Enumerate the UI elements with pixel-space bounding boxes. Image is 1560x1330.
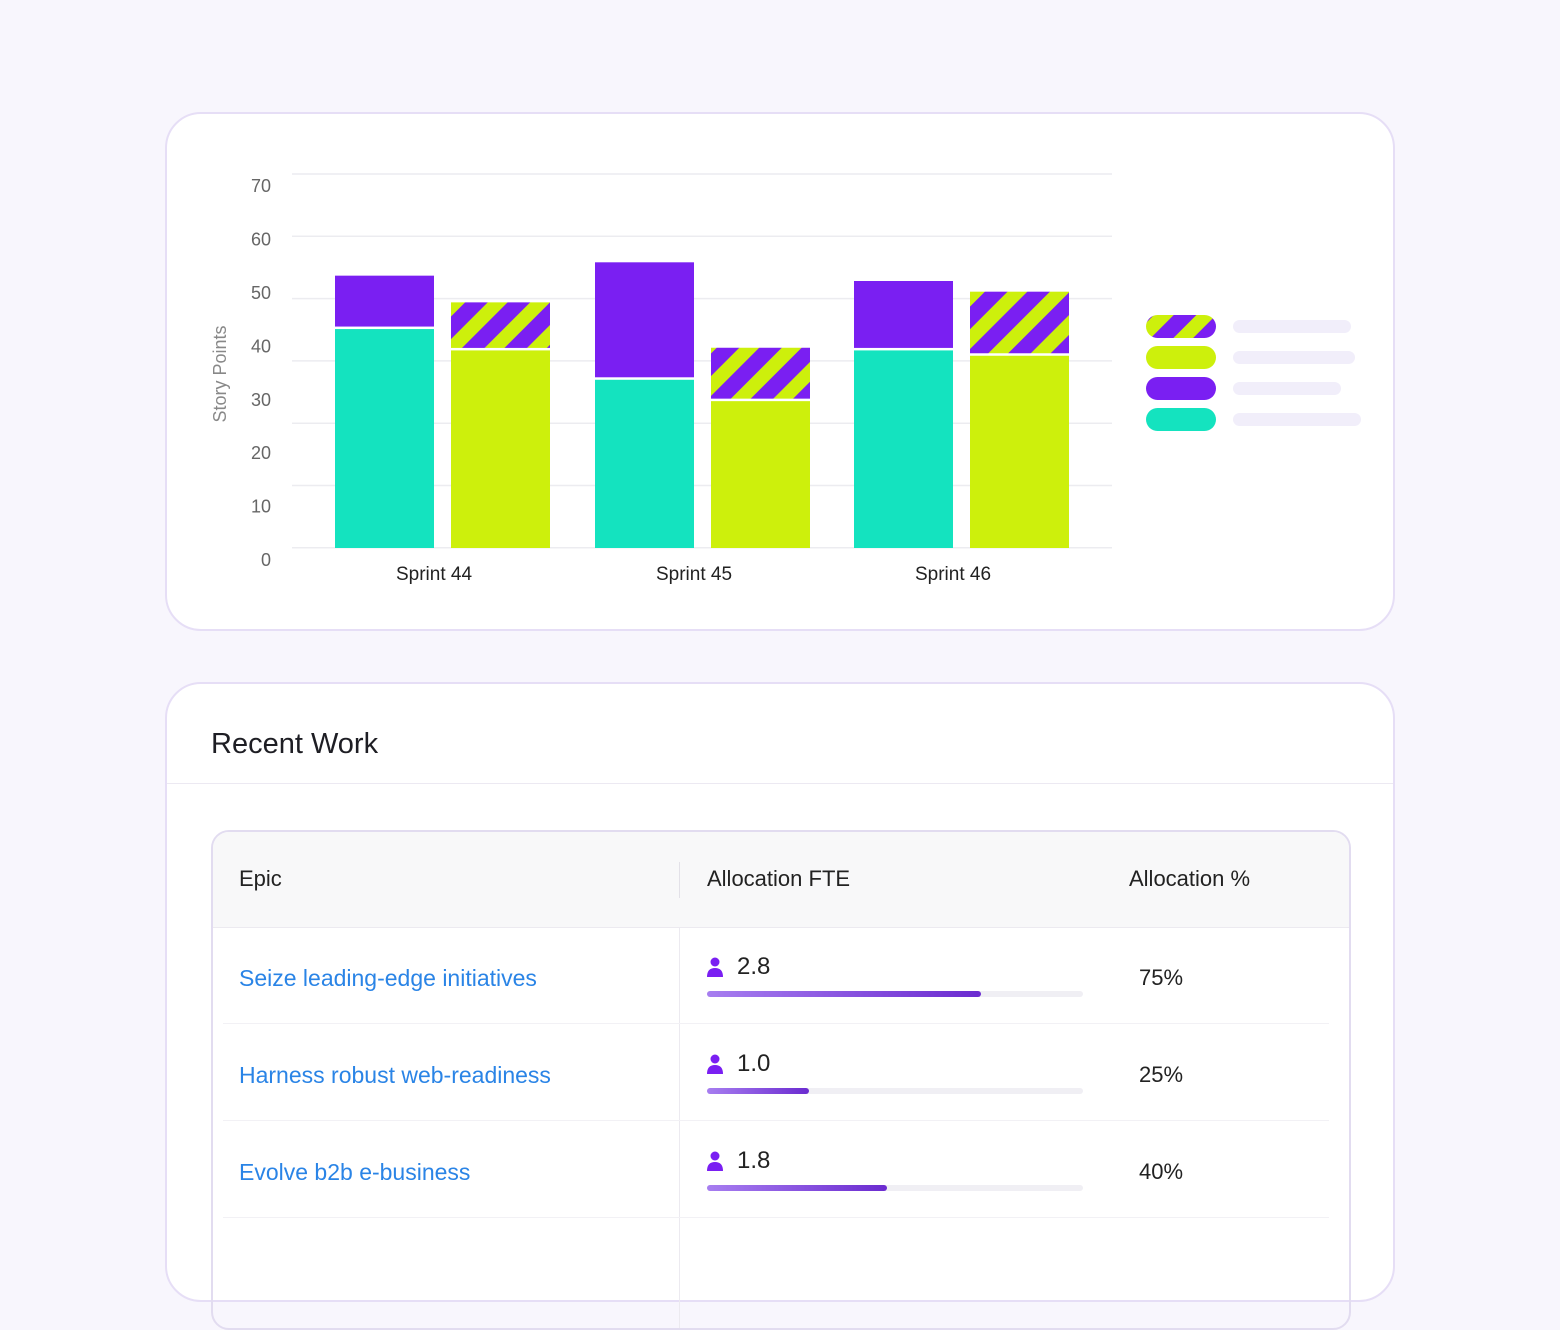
fte-number: 2.8 xyxy=(737,953,771,980)
x-tick-label: Sprint 44 xyxy=(396,564,472,585)
recent-work-card: Recent Work Epic Allocation FTE Allocati… xyxy=(165,682,1395,1330)
allocation-percent: 75% xyxy=(1139,965,1184,990)
chart-card: 0 10 20 30 40 50 60 70 Sprint 44 Sprint 45 Sprint … xyxy=(165,112,1395,631)
bar-teal xyxy=(595,379,694,548)
y-tick-label: 40 xyxy=(251,336,271,356)
column-header-pct[interactable]: Allocation % xyxy=(1129,866,1251,891)
allocation-percent: 25% xyxy=(1139,1062,1184,1087)
column-separator xyxy=(679,862,680,898)
bar-striped xyxy=(451,302,550,348)
section-title: Recent Work xyxy=(211,728,379,760)
allocation-bar-fill xyxy=(707,1185,888,1191)
allocation-percent: 40% xyxy=(1139,1159,1184,1184)
table-row: Evolve b2b e-business 1.8 40% xyxy=(213,1121,1349,1218)
y-tick-label: 20 xyxy=(251,443,271,463)
y-tick-label: 30 xyxy=(251,390,271,410)
allocation-bar-fill xyxy=(707,991,982,997)
stacked-bar-chart: 0 10 20 30 40 50 60 70 Sprint 44 Sprint 45 Sprint … xyxy=(210,173,1361,585)
table-row: Harness robust web-readiness 1.0 25% xyxy=(213,1024,1349,1121)
column-header-fte[interactable]: Allocation FTE xyxy=(707,866,851,891)
legend-swatch xyxy=(1146,377,1216,400)
legend-swatch xyxy=(1146,315,1216,338)
legend-label-placeholder xyxy=(1233,413,1361,426)
table-row: Seize leading-edge initiatives 2.8 75% xyxy=(213,927,1349,1024)
allocation-bar xyxy=(707,991,1083,997)
divider xyxy=(167,783,1393,784)
fte-value: 1.0 xyxy=(707,1050,770,1078)
y-tick-label: 50 xyxy=(251,283,271,303)
epic-link[interactable]: Harness robust web-readiness xyxy=(239,1062,551,1088)
legend-label-placeholder xyxy=(1233,351,1355,364)
legend-label-placeholder xyxy=(1233,320,1351,333)
bar-purple xyxy=(854,281,953,348)
y-axis-label: Story Points xyxy=(210,325,230,422)
person-icon xyxy=(707,957,723,977)
bar-purple xyxy=(595,262,694,378)
x-tick-label: Sprint 45 xyxy=(656,564,732,585)
legend-swatch xyxy=(1146,346,1216,369)
bar-purple xyxy=(335,275,434,327)
table-header: Epic Allocation FTE Allocation % xyxy=(213,832,1349,928)
bar-striped xyxy=(711,347,810,399)
epic-link[interactable]: Evolve b2b e-business xyxy=(239,1159,471,1185)
fte-value: 1.8 xyxy=(707,1147,770,1175)
fte-number: 1.8 xyxy=(737,1147,771,1174)
bar-lime xyxy=(711,401,810,548)
allocation-bar xyxy=(707,1088,1083,1094)
y-tick-label: 60 xyxy=(251,230,271,250)
bar-teal xyxy=(335,329,434,548)
legend-label-placeholder xyxy=(1233,382,1341,395)
epic-link[interactable]: Seize leading-edge initiatives xyxy=(239,965,537,991)
y-tick-label: 70 xyxy=(251,176,271,196)
bar-lime xyxy=(970,355,1069,548)
work-table: Epic Allocation FTE Allocation % Seize l… xyxy=(211,830,1351,1330)
person-icon xyxy=(707,1151,723,1171)
x-tick-label: Sprint 46 xyxy=(915,564,991,585)
y-tick-label: 0 xyxy=(261,550,271,570)
legend-swatch xyxy=(1146,408,1216,431)
person-icon xyxy=(707,1054,723,1074)
bar-striped xyxy=(970,291,1069,354)
y-tick-label: 10 xyxy=(251,497,271,517)
fte-value: 2.8 xyxy=(707,953,770,981)
bar-teal xyxy=(854,350,953,548)
allocation-bar-fill xyxy=(707,1088,809,1094)
column-header-epic[interactable]: Epic xyxy=(239,866,282,891)
bar-lime xyxy=(451,350,550,548)
fte-number: 1.0 xyxy=(737,1050,771,1077)
allocation-bar xyxy=(707,1185,1083,1191)
column-separator xyxy=(679,927,680,1328)
